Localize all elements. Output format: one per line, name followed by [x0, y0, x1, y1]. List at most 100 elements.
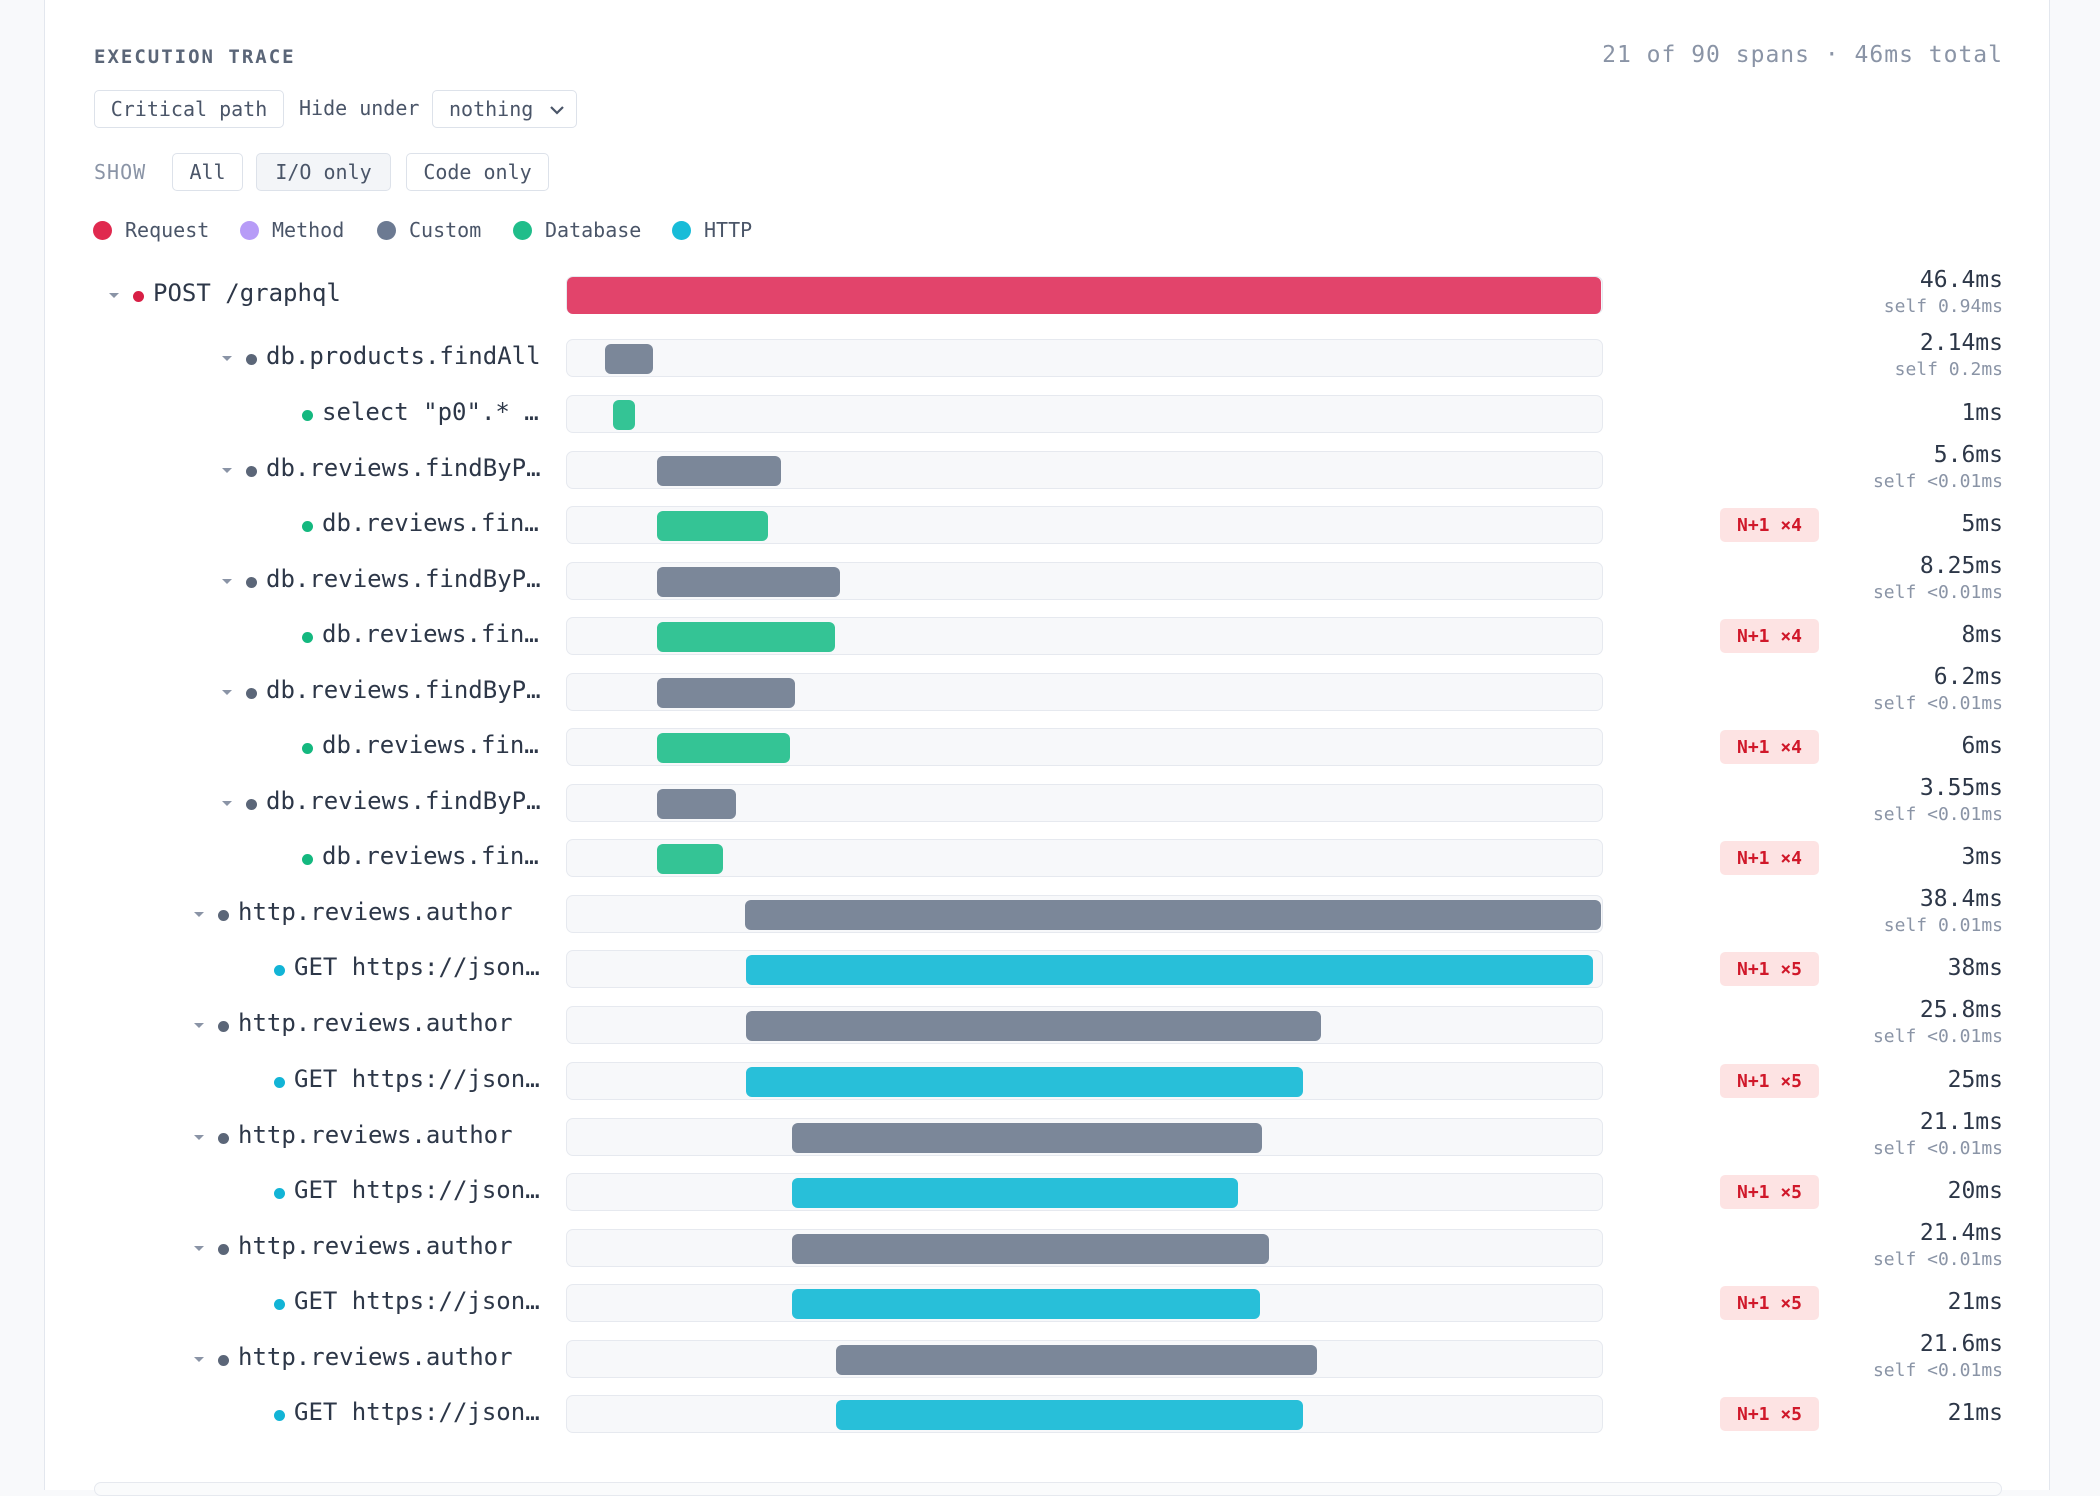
span-timeline-track[interactable]	[566, 1229, 1603, 1267]
span-duration: 5ms	[1961, 511, 2003, 537]
span-bar-custom[interactable]	[835, 1345, 1317, 1375]
span-timeline-track[interactable]	[566, 339, 1603, 377]
hide-under-select[interactable]: nothing	[432, 90, 577, 128]
span-name[interactable]: db.reviews.findByP…	[266, 565, 541, 593]
span-timeline-track[interactable]	[566, 395, 1603, 433]
span-timeline-track[interactable]	[566, 728, 1603, 766]
span-duration: 21ms	[1947, 1289, 2003, 1315]
collapse-chevron-icon[interactable]	[191, 1017, 207, 1033]
span-timeline-track[interactable]	[566, 1173, 1603, 1211]
custom-kind-dot	[218, 1355, 229, 1366]
span-timeline-track[interactable]	[566, 1118, 1603, 1156]
span-name[interactable]: select "p0".* …	[322, 398, 539, 426]
span-name[interactable]: http.reviews.author	[238, 898, 513, 926]
collapse-chevron-icon[interactable]	[219, 573, 235, 589]
span-timeline-track[interactable]	[566, 276, 1603, 314]
span-bar-database[interactable]	[656, 844, 724, 874]
span-timeline-track[interactable]	[566, 562, 1603, 600]
span-bar-custom[interactable]	[745, 900, 1601, 930]
chevron-down-icon	[550, 106, 564, 115]
span-name[interactable]: db.reviews.fin…	[322, 509, 539, 537]
span-timeline-track[interactable]	[566, 1340, 1603, 1378]
span-self-time: self <0.01ms	[1872, 1360, 2003, 1381]
span-name[interactable]: GET https://json…	[294, 1065, 540, 1093]
custom-kind-dot	[246, 799, 257, 810]
span-timeline-track[interactable]	[566, 451, 1603, 489]
span-bar-http[interactable]	[835, 1400, 1304, 1430]
collapse-chevron-icon[interactable]	[191, 1129, 207, 1145]
span-name[interactable]: http.reviews.author	[238, 1232, 513, 1260]
span-name[interactable]: db.reviews.fin…	[322, 620, 539, 648]
span-bar-database[interactable]	[656, 511, 768, 541]
span-duration: 20ms	[1947, 1178, 2003, 1204]
span-name[interactable]: GET https://json…	[294, 1398, 540, 1426]
collapse-chevron-icon[interactable]	[191, 1240, 207, 1256]
span-timeline-track[interactable]	[566, 839, 1603, 877]
span-self-time: self 0.01ms	[1883, 915, 2003, 936]
span-name[interactable]: http.reviews.author	[238, 1121, 513, 1149]
show-all-button[interactable]: All	[172, 153, 243, 191]
span-bar-custom[interactable]	[656, 678, 795, 708]
collapse-chevron-icon[interactable]	[106, 287, 122, 303]
span-duration: 25.8ms	[1919, 997, 2003, 1023]
span-timeline-track[interactable]	[566, 784, 1603, 822]
span-bar-http[interactable]	[792, 1289, 1261, 1319]
critical-path-button[interactable]: Critical path	[94, 90, 284, 128]
span-bar-custom[interactable]	[792, 1234, 1269, 1264]
span-duration: 5.6ms	[1933, 442, 2003, 468]
span-bar-custom[interactable]	[656, 567, 841, 597]
span-duration: 6.2ms	[1933, 664, 2003, 690]
span-bar-database[interactable]	[656, 733, 791, 763]
span-duration: 3.55ms	[1919, 775, 2003, 801]
request-color-dot	[93, 220, 112, 240]
span-name[interactable]: POST /graphql	[153, 279, 341, 307]
collapse-chevron-icon[interactable]	[191, 1351, 207, 1367]
span-bar-custom[interactable]	[656, 456, 782, 486]
span-duration: 38ms	[1947, 955, 2003, 981]
span-bar-custom[interactable]	[656, 789, 736, 819]
span-timeline-track[interactable]	[566, 617, 1603, 655]
span-timeline-track[interactable]	[566, 506, 1603, 544]
span-bar-custom[interactable]	[604, 344, 653, 374]
span-timeline-track[interactable]	[566, 1062, 1603, 1100]
span-name[interactable]: GET https://json…	[294, 1176, 540, 1204]
span-bar-http[interactable]	[746, 955, 1594, 985]
n-plus-one-badge: N+1 ×4	[1720, 619, 1819, 653]
span-bar-request[interactable]	[567, 276, 1601, 314]
span-name[interactable]: db.reviews.findByP…	[266, 676, 541, 704]
show-code-only-button[interactable]: Code only	[406, 153, 549, 191]
span-name[interactable]: http.reviews.author	[238, 1009, 513, 1037]
span-name[interactable]: db.reviews.fin…	[322, 731, 539, 759]
custom-kind-dot	[218, 1133, 229, 1144]
span-timeline-track[interactable]	[566, 950, 1603, 988]
span-timeline-track[interactable]	[566, 895, 1603, 933]
span-name[interactable]: db.reviews.findByP…	[266, 454, 541, 482]
span-bar-http[interactable]	[792, 1178, 1238, 1208]
span-name[interactable]: db.reviews.findByP…	[266, 787, 541, 815]
collapse-chevron-icon[interactable]	[219, 684, 235, 700]
span-name[interactable]: db.reviews.fin…	[322, 842, 539, 870]
collapse-chevron-icon[interactable]	[191, 906, 207, 922]
span-timeline-track[interactable]	[566, 673, 1603, 711]
span-name[interactable]: GET https://json…	[294, 1287, 540, 1315]
span-bar-custom[interactable]	[746, 1011, 1322, 1041]
span-duration: 8.25ms	[1919, 553, 2003, 579]
span-bar-http[interactable]	[746, 1067, 1304, 1097]
database-kind-dot	[302, 854, 313, 865]
span-name[interactable]: http.reviews.author	[238, 1343, 513, 1371]
span-timeline-track[interactable]	[566, 1284, 1603, 1322]
span-bar-database[interactable]	[656, 622, 835, 652]
span-duration: 21.4ms	[1919, 1220, 2003, 1246]
show-io-only-button[interactable]: I/O only	[256, 153, 391, 191]
span-name[interactable]: db.products.findAll	[266, 342, 541, 370]
custom-kind-dot	[218, 910, 229, 921]
span-timeline-track[interactable]	[566, 1006, 1603, 1044]
collapse-chevron-icon[interactable]	[219, 462, 235, 478]
span-bar-database[interactable]	[613, 400, 636, 430]
span-self-time: self <0.01ms	[1872, 1138, 2003, 1159]
span-timeline-track[interactable]	[566, 1395, 1603, 1433]
span-name[interactable]: GET https://json…	[294, 953, 540, 981]
span-bar-custom[interactable]	[792, 1123, 1263, 1153]
collapse-chevron-icon[interactable]	[219, 350, 235, 366]
collapse-chevron-icon[interactable]	[219, 795, 235, 811]
